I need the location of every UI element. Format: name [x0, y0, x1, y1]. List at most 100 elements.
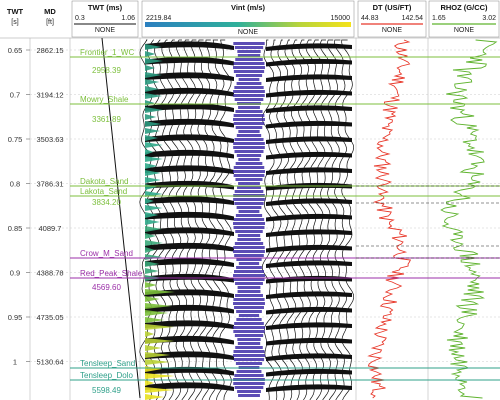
vint-colour-fill — [145, 121, 162, 127]
md-tick-label: 4089.7 — [39, 224, 62, 233]
vint-band-segment — [238, 78, 260, 81]
vint-band-segment — [234, 386, 264, 389]
vint-band-segment — [233, 198, 265, 201]
vint-colour-fill — [145, 303, 172, 309]
vint-band-segment — [233, 326, 265, 329]
vint-band-segment — [236, 134, 262, 137]
seismic-peak — [266, 74, 352, 82]
seismic-peak — [145, 335, 234, 345]
vint-band-segment — [233, 62, 265, 65]
seismic-peak — [145, 56, 234, 66]
seismic-peak — [266, 368, 352, 377]
vint-band-segment — [237, 234, 261, 237]
track-frames — [29, 38, 429, 400]
formation-name: Frontier_1_WC — [80, 48, 134, 57]
seismic-peak — [266, 384, 352, 392]
vint-colour-fill — [145, 100, 155, 106]
vint-band-segment — [233, 42, 265, 45]
vint-band-segment — [234, 270, 264, 273]
twt-curve — [101, 37, 141, 399]
vint-band-segment — [233, 250, 265, 253]
vint-colour-fill — [145, 359, 171, 365]
vint-band-segment — [235, 178, 263, 181]
vint-band-segment — [238, 106, 260, 109]
vint-colour-fill — [145, 296, 160, 302]
vint-band-segment — [233, 94, 265, 97]
seismic-peak — [145, 382, 234, 391]
dt-curve-line — [367, 39, 412, 399]
vint-colour-fill — [145, 142, 163, 148]
seismic-peak — [266, 105, 352, 113]
md-tick-label: 3786.31 — [36, 180, 63, 189]
vint-band-segment — [234, 334, 264, 337]
seismic-trace — [182, 39, 196, 400]
vint-colour-fill — [145, 247, 155, 253]
seismic-peak — [266, 244, 352, 253]
md-tick-label: 3503.63 — [36, 135, 63, 144]
vint-band-segment — [236, 206, 262, 209]
vint-band-segment — [235, 214, 263, 217]
vint-band-segment — [233, 146, 265, 149]
vint-colour-fill — [145, 58, 163, 64]
seismic-peak — [266, 322, 352, 330]
vint-colour-fill — [145, 268, 160, 274]
vint-band-segment — [233, 114, 265, 117]
seismic-peak — [145, 103, 234, 112]
seismic-peak — [266, 182, 352, 191]
vint-min: 2219.84 — [146, 15, 171, 22]
time-axis: 0.650.70.750.80.850.90.9511.05 — [8, 46, 30, 367]
rhoz-header[interactable]: RHOZ (G/CC) 1.65 3.02 NONE — [428, 0, 500, 38]
vint-colour-fill — [145, 282, 157, 288]
seismic-peak — [266, 353, 352, 361]
vint-band-segment — [233, 90, 265, 93]
vint-band-segment — [237, 102, 261, 105]
vint-band-segment — [236, 318, 262, 321]
rhoz-curve — [440, 39, 498, 399]
vint-band-segment — [238, 262, 260, 265]
rhoz-legend: NONE — [454, 27, 475, 34]
vint-band-segment — [237, 50, 261, 53]
seismic-peak — [145, 87, 234, 97]
vint-band-segment — [238, 394, 260, 397]
vint-band-segment — [235, 126, 263, 129]
vint-band-segment — [234, 98, 264, 101]
seismic-peak — [145, 242, 234, 252]
vint-colour-fill — [145, 107, 163, 113]
vint-band-segment — [233, 170, 265, 173]
vint-colour-fill — [145, 394, 165, 400]
vint-band-segment — [236, 258, 262, 261]
md-tick-label: 3194.12 — [36, 91, 63, 100]
seismic-peak — [266, 120, 352, 129]
md-tick-label: 4735.05 — [36, 313, 63, 322]
formation-depth: 3361.89 — [92, 115, 121, 124]
md-label: MD — [44, 7, 56, 16]
seismic-peak — [266, 58, 352, 67]
md-tick-label: 2862.15 — [36, 46, 63, 55]
seismic-peak — [266, 136, 352, 144]
dt-label: DT (US/FT) — [373, 3, 412, 12]
vint-band-segment — [233, 354, 265, 357]
seismic-peak — [145, 180, 234, 190]
vint-colour-fill — [145, 93, 163, 99]
vint-band — [233, 42, 265, 397]
time-tick-label: 0.9 — [10, 269, 20, 278]
twt-curve-header[interactable]: TWT (ms) 0.3 1.06 NONE — [71, 0, 139, 38]
vint-colour-fill — [145, 156, 163, 162]
vint-header[interactable]: Vint (m/s) 2219.84 15000 NONE — [141, 0, 355, 38]
vint-band-segment — [235, 230, 263, 233]
rhoz-label: RHOZ (G/CC) — [440, 3, 488, 12]
vint-band-segment — [233, 350, 265, 353]
vint-band-segment — [238, 158, 260, 161]
vint-band-segment — [237, 54, 261, 57]
vint-colour-fill — [145, 149, 154, 155]
seismic-peak — [145, 304, 234, 314]
vint-colour-fill — [145, 254, 163, 260]
vint-colour-fill — [145, 387, 175, 393]
vint-colour-fill — [145, 366, 163, 372]
dt-header[interactable]: DT (US/FT) 44.83 142.54 NONE — [357, 0, 427, 38]
vint-band-segment — [233, 298, 265, 301]
seismic-peak — [266, 229, 352, 237]
vint-band-segment — [237, 286, 261, 289]
vint-band-segment — [234, 190, 264, 193]
